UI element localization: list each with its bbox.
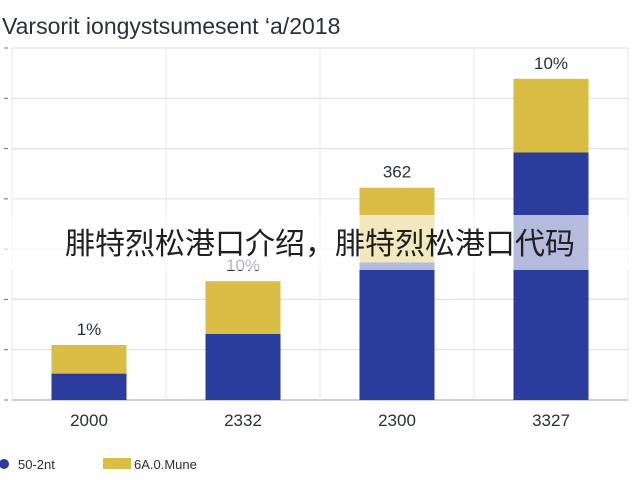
data-label: 362 xyxy=(383,163,411,182)
category-label: 2000 xyxy=(70,411,108,430)
bar-segment-series-2-2000 xyxy=(51,345,127,374)
watermark-overlay: 腓特烈松港口介绍，腓特烈松港口代码 xyxy=(0,215,640,270)
legend-label-series-1: 50-2nt xyxy=(18,457,55,472)
data-label: 1% xyxy=(77,320,102,339)
bar-segment-series-1-2332 xyxy=(205,334,281,400)
chart-title: Varsorit iongystsumesent ‘a/2018 xyxy=(2,13,340,39)
legend-swatch-series-2 xyxy=(103,458,131,469)
bar-segment-series-1-3327 xyxy=(513,152,589,400)
legend-swatch-series-1 xyxy=(0,459,9,469)
category-label: 3327 xyxy=(532,411,570,430)
category-label: 2300 xyxy=(378,411,416,430)
bar-segment-series-1-2000 xyxy=(51,373,127,400)
overlay-text: 腓特烈松港口介绍，腓特烈松港口代码 xyxy=(65,227,575,262)
overlay-band xyxy=(0,215,640,270)
legend-label-series-2: 6A.0.Mune xyxy=(134,457,197,472)
category-label: 2332 xyxy=(224,411,262,430)
bar-segment-series-2-2332 xyxy=(205,281,281,334)
bar-segment-series-1-2300 xyxy=(359,262,435,400)
data-label: 10% xyxy=(534,54,568,73)
bar-segment-series-2-3327 xyxy=(513,78,589,153)
legend: 50-2nt 6A.0.Mune xyxy=(0,457,197,472)
